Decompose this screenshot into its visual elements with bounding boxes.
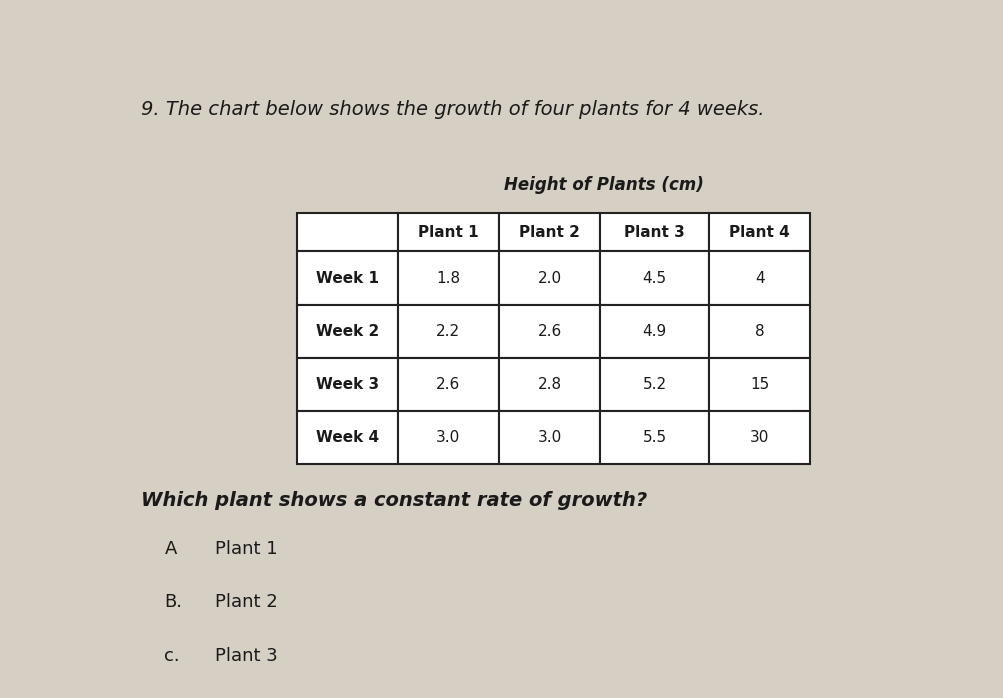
Bar	[498, 213, 600, 251]
Text: 15: 15	[749, 377, 768, 392]
Text: c.: c.	[164, 647, 180, 665]
Text: 5.2: 5.2	[642, 377, 666, 392]
Bar	[297, 251, 397, 304]
Text: Which plant shows a constant rate of growth?: Which plant shows a constant rate of gro…	[140, 491, 647, 510]
Text: Plant 1: Plant 1	[417, 225, 478, 239]
Bar	[397, 304, 498, 358]
Text: Week 3: Week 3	[315, 377, 378, 392]
Text: Plant 2: Plant 2	[215, 593, 278, 611]
Text: 1.8: 1.8	[436, 271, 460, 285]
Bar	[297, 304, 397, 358]
Bar	[708, 213, 809, 251]
Text: Height of Plants (cm): Height of Plants (cm)	[504, 176, 703, 194]
Bar	[297, 411, 397, 464]
Text: 4: 4	[754, 271, 763, 285]
Text: Plant 3: Plant 3	[624, 225, 684, 239]
Text: Plant 4: Plant 4	[728, 225, 789, 239]
Bar	[708, 411, 809, 464]
Bar	[600, 213, 708, 251]
Bar	[498, 304, 600, 358]
Bar	[397, 358, 498, 411]
Bar	[397, 411, 498, 464]
Text: 2.6: 2.6	[436, 377, 460, 392]
Bar	[297, 213, 397, 251]
Text: 4.9: 4.9	[642, 324, 666, 339]
Text: 8: 8	[754, 324, 763, 339]
Text: 2.0: 2.0	[537, 271, 561, 285]
Text: 3.0: 3.0	[537, 430, 561, 445]
Bar	[708, 304, 809, 358]
Text: 2.8: 2.8	[537, 377, 561, 392]
Text: 4.5: 4.5	[642, 271, 666, 285]
Text: Plant 3: Plant 3	[215, 647, 278, 665]
Text: 2.6: 2.6	[537, 324, 561, 339]
Bar	[397, 213, 498, 251]
Bar	[397, 251, 498, 304]
Text: 9. The chart below shows the growth of four plants for 4 weeks.: 9. The chart below shows the growth of f…	[140, 100, 764, 119]
Bar	[600, 304, 708, 358]
Text: Week 2: Week 2	[315, 324, 378, 339]
Bar	[600, 358, 708, 411]
Bar	[498, 411, 600, 464]
Bar	[297, 358, 397, 411]
Text: A: A	[164, 540, 177, 558]
Bar	[498, 358, 600, 411]
Text: 3.0: 3.0	[436, 430, 460, 445]
Bar	[600, 411, 708, 464]
Text: Plant 2: Plant 2	[519, 225, 580, 239]
Text: 30: 30	[749, 430, 768, 445]
Text: Week 1: Week 1	[316, 271, 378, 285]
Bar	[498, 251, 600, 304]
Bar	[708, 251, 809, 304]
Text: Week 4: Week 4	[315, 430, 378, 445]
Text: 5.5: 5.5	[642, 430, 666, 445]
Bar	[708, 358, 809, 411]
Text: B.: B.	[164, 593, 183, 611]
Text: Plant 1: Plant 1	[215, 540, 278, 558]
Bar	[600, 251, 708, 304]
Text: 2.2: 2.2	[436, 324, 460, 339]
